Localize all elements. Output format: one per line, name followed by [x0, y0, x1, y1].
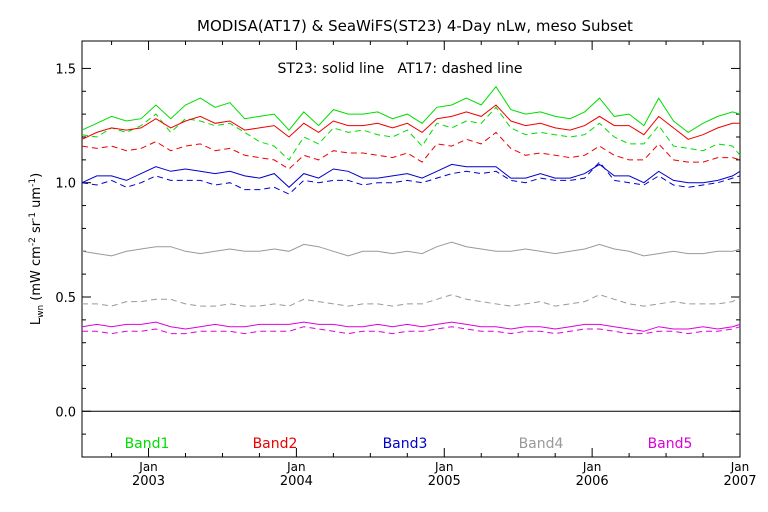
legend-entry-band4: Band4: [519, 436, 564, 452]
y-tick-label-3: 1.5: [55, 62, 76, 77]
y-axis: 0.0 0.5 1.0 1.5: [55, 62, 740, 435]
legend-entry-band2: Band2: [253, 436, 298, 452]
series-band3-at17-line: [81, 161, 741, 195]
x-tick-month-3: Jan: [582, 460, 602, 474]
x-tick-year-1: 2004: [280, 474, 313, 489]
x-tick-month-2: Jan: [434, 460, 454, 474]
series-band2-at17-line: [81, 131, 741, 170]
x-tick-month-4: Jan: [730, 460, 750, 474]
legend-entry-band1: Band1: [125, 436, 170, 452]
series-band1-st23-line: [81, 85, 741, 134]
series-band2-st23-line: [81, 104, 740, 140]
plot-frame: [81, 40, 741, 458]
x-tick-year-0: 2003: [132, 474, 165, 489]
series-layer: [81, 85, 741, 335]
legend: Band1 Band2 Band3 Band4 Band5: [125, 436, 693, 452]
x-tick-year-4: 2007: [723, 474, 756, 489]
y-axis-label: Lwn (mW cm-2 sr-1 um-1): [28, 173, 46, 325]
y-tick-label-2: 1.0: [55, 177, 76, 192]
x-tick-year-2: 2005: [428, 474, 461, 489]
series-band4-at17-line: [82, 294, 741, 307]
chart-title: MODISA(AT17) & SeaWiFS(ST23) 4-Day nLw, …: [197, 17, 633, 35]
series-band4-st23-line: [81, 241, 741, 257]
y-tick-label-1: 0.5: [55, 291, 76, 306]
series-annotation: ST23: solid line AT17: dashed line: [278, 61, 523, 77]
series-band5-st23-line: [81, 321, 741, 332]
x-tick-month-0: Jan: [138, 460, 158, 474]
legend-entry-band5: Band5: [648, 436, 693, 452]
series-band5-at17-line: [82, 326, 741, 335]
x-tick-month-1: Jan: [286, 460, 306, 474]
x-tick-year-3: 2006: [576, 474, 609, 489]
y-tick-label-0: 0.0: [55, 405, 76, 420]
series-band3-st23-line: [81, 163, 741, 188]
series-band1-at17-line: [81, 106, 741, 161]
legend-entry-band3: Band3: [383, 436, 428, 452]
